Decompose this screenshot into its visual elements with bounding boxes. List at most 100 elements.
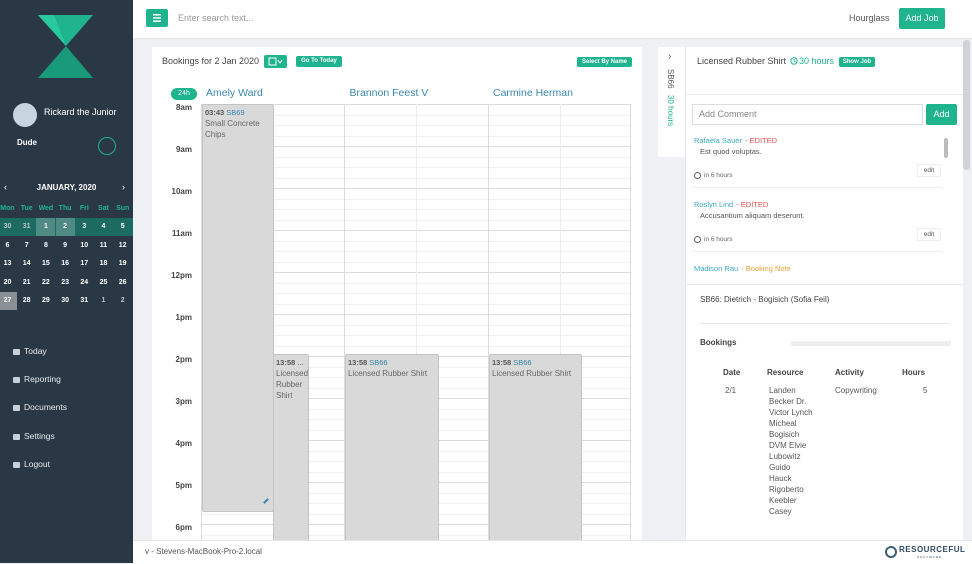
booking-event[interactable]: 13:58 SB66 Licensed Rubber Shirt xyxy=(345,354,439,540)
comment-header: Rafaela Sauer - EDITED xyxy=(694,136,777,145)
comment-header: Madison Rau - Booking Note xyxy=(694,264,791,273)
search-input[interactable]: Enter search text... xyxy=(178,13,254,23)
comment-input[interactable]: Add Comment xyxy=(692,104,923,125)
calendar-day[interactable]: 21 xyxy=(22,278,31,286)
time-label: 1pm xyxy=(175,313,192,322)
event-header: 03:43 SB69 xyxy=(203,105,273,117)
calendar-day[interactable]: 23 xyxy=(61,278,69,286)
bookings-bar xyxy=(791,341,951,346)
calendar-day[interactable]: 27 xyxy=(0,292,17,311)
comments-scrollbar[interactable] xyxy=(944,138,948,158)
comment-edit-button[interactable]: edit xyxy=(917,228,941,241)
calendar-day[interactable]: 17 xyxy=(80,260,89,268)
calendar-day[interactable]: 1 xyxy=(101,297,106,305)
calendar-day[interactable]: 6 xyxy=(5,241,10,249)
next-month[interactable]: › xyxy=(122,182,125,192)
grid-line xyxy=(201,209,630,210)
divider xyxy=(686,94,963,95)
time-label: 11am xyxy=(171,229,192,238)
comment-time: in 6 hours xyxy=(704,172,733,179)
grid-line xyxy=(201,114,630,116)
calendar-day[interactable]: 16 xyxy=(61,260,69,268)
grid-line xyxy=(201,177,630,179)
calendar-day[interactable]: 20 xyxy=(3,278,12,286)
footer-logo: RESOURCEFUL xyxy=(899,545,966,554)
calendar-day[interactable]: 10 xyxy=(80,241,89,249)
calendar-day[interactable]: 14 xyxy=(22,260,31,268)
strip-code: SB66 xyxy=(666,69,675,89)
nav-item[interactable]: Logout xyxy=(24,458,50,469)
grid-line xyxy=(201,303,630,305)
calendar-day[interactable]: 30 xyxy=(61,297,69,305)
calendar-day[interactable]: 29 xyxy=(41,297,50,305)
event-edit-icon[interactable] xyxy=(263,498,269,504)
prev-month[interactable]: ‹ xyxy=(4,182,7,192)
calendar-day[interactable]: 28 xyxy=(22,297,31,305)
nav-item[interactable]: Reporting xyxy=(24,374,61,385)
nav-item[interactable]: Today xyxy=(24,346,47,356)
nav-item[interactable]: Settings xyxy=(24,430,55,441)
month-label: JANUARY, 2020 xyxy=(36,183,97,192)
table-header: Hours xyxy=(902,368,926,377)
calendar-day[interactable]: 31 xyxy=(80,297,89,305)
logo xyxy=(38,15,93,78)
calendar-day[interactable]: 2 xyxy=(120,297,125,305)
calendar-day[interactable]: 8 xyxy=(43,241,48,249)
calendar-day[interactable]: 15 xyxy=(41,260,50,268)
resource-header: Carmine Herman xyxy=(493,87,573,99)
calendar-day[interactable]: 22 xyxy=(41,278,50,286)
divider xyxy=(686,284,963,285)
comment-divider xyxy=(692,251,942,252)
calendar-day[interactable]: 18 xyxy=(99,260,108,268)
comment-text: Accusantium aliquam deserunt. xyxy=(700,211,805,220)
calendar-day[interactable]: 9 xyxy=(63,241,68,249)
booking-event[interactable]: 13:58... Licensed Rubber Shirt xyxy=(273,354,309,540)
strip-hours: 30 hours xyxy=(666,94,675,126)
calendar-day[interactable]: 30 xyxy=(3,223,12,230)
job-title: Licensed Rubber Shirt xyxy=(697,56,787,66)
calendar-day[interactable]: 26 xyxy=(118,278,127,286)
range-badge[interactable]: 24h xyxy=(171,88,197,100)
table-cell: 5 xyxy=(923,386,928,395)
calendar-day[interactable]: 3 xyxy=(82,223,87,230)
grid-line xyxy=(201,146,630,147)
comment-edit-button[interactable]: edit xyxy=(917,164,941,177)
weekday-label: Sun xyxy=(116,205,130,212)
show-job-button[interactable]: Show Job xyxy=(839,57,875,67)
edit-profile-button[interactable] xyxy=(98,137,116,155)
menu-button[interactable] xyxy=(146,9,168,27)
calendar-day[interactable]: 13 xyxy=(3,260,12,268)
add-job-button[interactable]: Add Job xyxy=(899,8,945,29)
calendar-day[interactable]: 11 xyxy=(99,241,108,249)
calendar-day[interactable]: 31 xyxy=(22,223,31,230)
go-today-button[interactable]: Go To Today xyxy=(296,56,342,67)
calendar-day[interactable]: 1 xyxy=(36,218,56,236)
event-time: 13:58 xyxy=(492,358,512,367)
date-picker-button[interactable] xyxy=(264,55,287,68)
collapse-arrow[interactable]: › xyxy=(668,51,672,62)
calendar-day[interactable]: 7 xyxy=(24,241,29,249)
calendar-day[interactable]: 12 xyxy=(118,241,127,249)
calendar-day[interactable]: 25 xyxy=(99,278,108,286)
calendar-day[interactable]: 2 xyxy=(55,218,75,236)
booking-event[interactable]: 13:58 SB66 Licensed Rubber Shirt xyxy=(489,354,582,540)
select-by-name-button[interactable]: Select By Name xyxy=(577,57,632,67)
page-scrollbar[interactable] xyxy=(963,40,970,170)
calendar-day[interactable]: 5 xyxy=(120,223,125,230)
calendar-day[interactable]: 24 xyxy=(80,278,89,286)
booking-event[interactable]: 03:43 SB69 Small Concrete Chips xyxy=(202,104,274,512)
comment-clock xyxy=(694,172,701,179)
event-code: ... xyxy=(297,358,304,367)
calendar-day[interactable]: 4 xyxy=(101,223,106,230)
event-header: 13:58 SB66 xyxy=(490,355,581,367)
bookings-heading: Bookings xyxy=(700,338,737,347)
user-name: Rickard the Junior xyxy=(44,107,117,117)
grid-column-line xyxy=(201,104,202,540)
add-comment-button[interactable]: Add xyxy=(926,104,957,125)
comments-list: Rafaela Sauer - EDITED Est quod voluptas. i… xyxy=(692,130,951,273)
weekday-label: Fri xyxy=(79,205,89,212)
calendar-day[interactable]: 19 xyxy=(118,260,127,268)
nav-item[interactable]: Documents xyxy=(24,402,67,413)
comment-text: Est quod voluptas. xyxy=(700,147,762,156)
job-panel: Licensed Rubber Shirt 30 hours Show Job … xyxy=(685,47,963,540)
